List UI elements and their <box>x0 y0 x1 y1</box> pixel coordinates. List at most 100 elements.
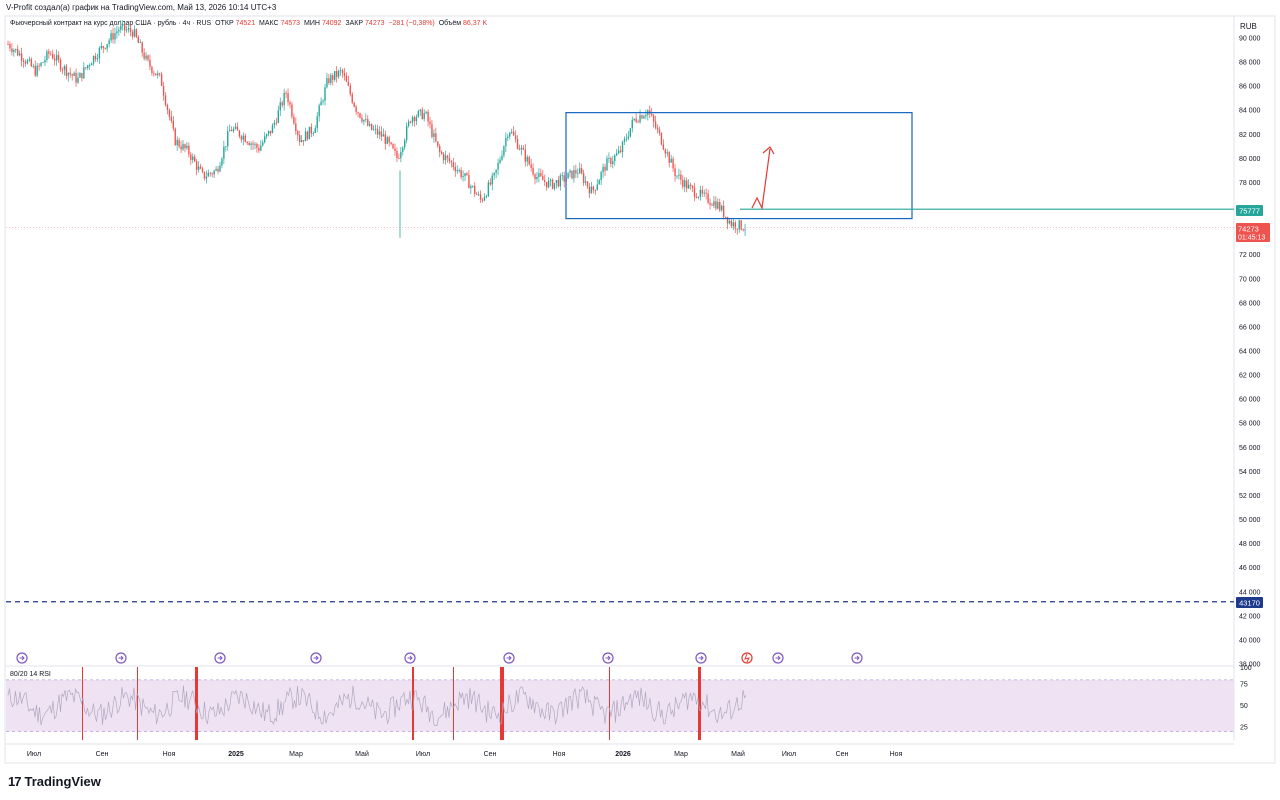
candle-body <box>458 170 460 171</box>
price-tick-label: 86 000 <box>1239 84 1261 91</box>
candle-body <box>337 70 340 77</box>
candle-body <box>211 173 213 175</box>
candle-body <box>452 162 455 168</box>
candle-body <box>392 144 394 149</box>
price-tick-label: 56 000 <box>1239 445 1261 452</box>
candles <box>7 20 746 238</box>
candle-body <box>365 119 367 120</box>
drawings[interactable] <box>6 112 1234 603</box>
rsi-signal-bar <box>137 667 138 740</box>
candle-body <box>376 128 379 135</box>
candle-body <box>621 141 624 152</box>
candle-body <box>293 116 295 124</box>
price-tick-label: 50 000 <box>1239 517 1261 524</box>
candle-body <box>359 113 361 118</box>
candle-body <box>557 180 560 187</box>
candle-body <box>651 113 653 116</box>
candle-body <box>625 138 628 140</box>
candle-body <box>324 87 326 101</box>
candle-body <box>411 117 414 123</box>
tradingview-logo-icon: 17 <box>8 774 22 789</box>
event-arrow-icon <box>775 655 781 661</box>
candle-body <box>423 113 425 120</box>
candle-body <box>619 150 622 152</box>
candle-body <box>215 168 217 171</box>
candle-body <box>320 101 322 106</box>
candle-body <box>351 94 353 103</box>
candle-body <box>205 176 208 179</box>
candle-body <box>567 172 569 179</box>
candle-body <box>520 147 523 150</box>
candle-body <box>240 136 243 140</box>
candle-body <box>199 166 202 169</box>
price-axis[interactable]: 90 000 88 000 86 000 84 000 82 000 80 000 78 0… <box>1239 36 1261 669</box>
rsi-tick-label: 50 <box>1240 703 1248 710</box>
candle-body <box>256 143 258 148</box>
candle-body <box>730 220 733 227</box>
candle-body <box>415 116 418 122</box>
range-box <box>565 112 913 220</box>
rsi-indicator-label[interactable]: 80/20 14 RSI <box>10 671 51 678</box>
candle-body <box>736 228 738 230</box>
event-markers[interactable] <box>16 652 863 664</box>
candle-body <box>538 173 540 177</box>
candle-body <box>499 159 501 163</box>
candle-body <box>209 172 211 174</box>
rsi-band <box>6 679 1234 732</box>
candle-body <box>437 141 439 146</box>
candle-body <box>705 192 707 194</box>
candle-body <box>703 192 705 194</box>
candle-body <box>75 72 77 83</box>
candle-body <box>709 202 711 205</box>
candle-body <box>339 70 342 72</box>
candle-body <box>713 201 715 206</box>
candle-body <box>129 28 132 32</box>
candle-body <box>77 77 79 83</box>
candle-body <box>90 63 93 66</box>
candle-body <box>258 147 260 151</box>
candle-body <box>42 62 44 64</box>
candle-body <box>87 65 89 69</box>
candle-body <box>13 50 15 52</box>
candle-body <box>514 135 517 139</box>
candle-body <box>44 60 46 63</box>
candle-body <box>512 131 515 136</box>
last-price-tag-bg <box>1236 223 1270 242</box>
candle-body <box>304 131 307 142</box>
candle-body <box>728 220 731 224</box>
candle-body <box>133 29 136 37</box>
close-label: ЗАКР <box>345 20 364 27</box>
candle-body <box>131 31 134 37</box>
candle-body <box>139 42 141 44</box>
candle-body <box>170 116 173 121</box>
instrument-name[interactable]: Фьючерсный контракт на курс доллар США ·… <box>10 20 212 27</box>
candle-body <box>466 173 468 175</box>
rsi-pane[interactable]: 75 50 25 100 <box>5 665 1252 740</box>
time-tick-label: Ноя <box>163 751 176 758</box>
candle-body <box>676 175 678 177</box>
candle-body <box>291 104 293 117</box>
tradingview-logo[interactable]: 17 TradingView <box>8 774 101 789</box>
candle-body <box>285 92 287 94</box>
time-tick-label: Май <box>731 750 745 758</box>
candle-body <box>454 167 456 172</box>
rsi-signal-bar <box>500 667 504 740</box>
candle-body <box>536 176 538 180</box>
candle-body <box>701 189 703 194</box>
candle-body <box>635 118 637 122</box>
candle-body <box>456 170 458 172</box>
candle-body <box>524 149 526 162</box>
support-tag-bg <box>1236 597 1263 608</box>
level-tag-text: 75777 <box>1239 207 1260 216</box>
candle-body <box>672 158 674 169</box>
candle-body <box>495 169 497 173</box>
candle-body <box>236 126 239 131</box>
candle-body <box>532 168 534 175</box>
candle-body <box>147 55 149 60</box>
rsi-tick-label: 25 <box>1240 725 1248 732</box>
time-axis[interactable]: Июл Сен Ноя 2025 Мар Май Июл Сен Ноя 2026 Мар Май Ию… <box>5 743 1234 758</box>
candle-body <box>164 95 167 105</box>
candle-body <box>491 175 493 185</box>
currency-label[interactable]: RUB <box>1240 22 1257 31</box>
